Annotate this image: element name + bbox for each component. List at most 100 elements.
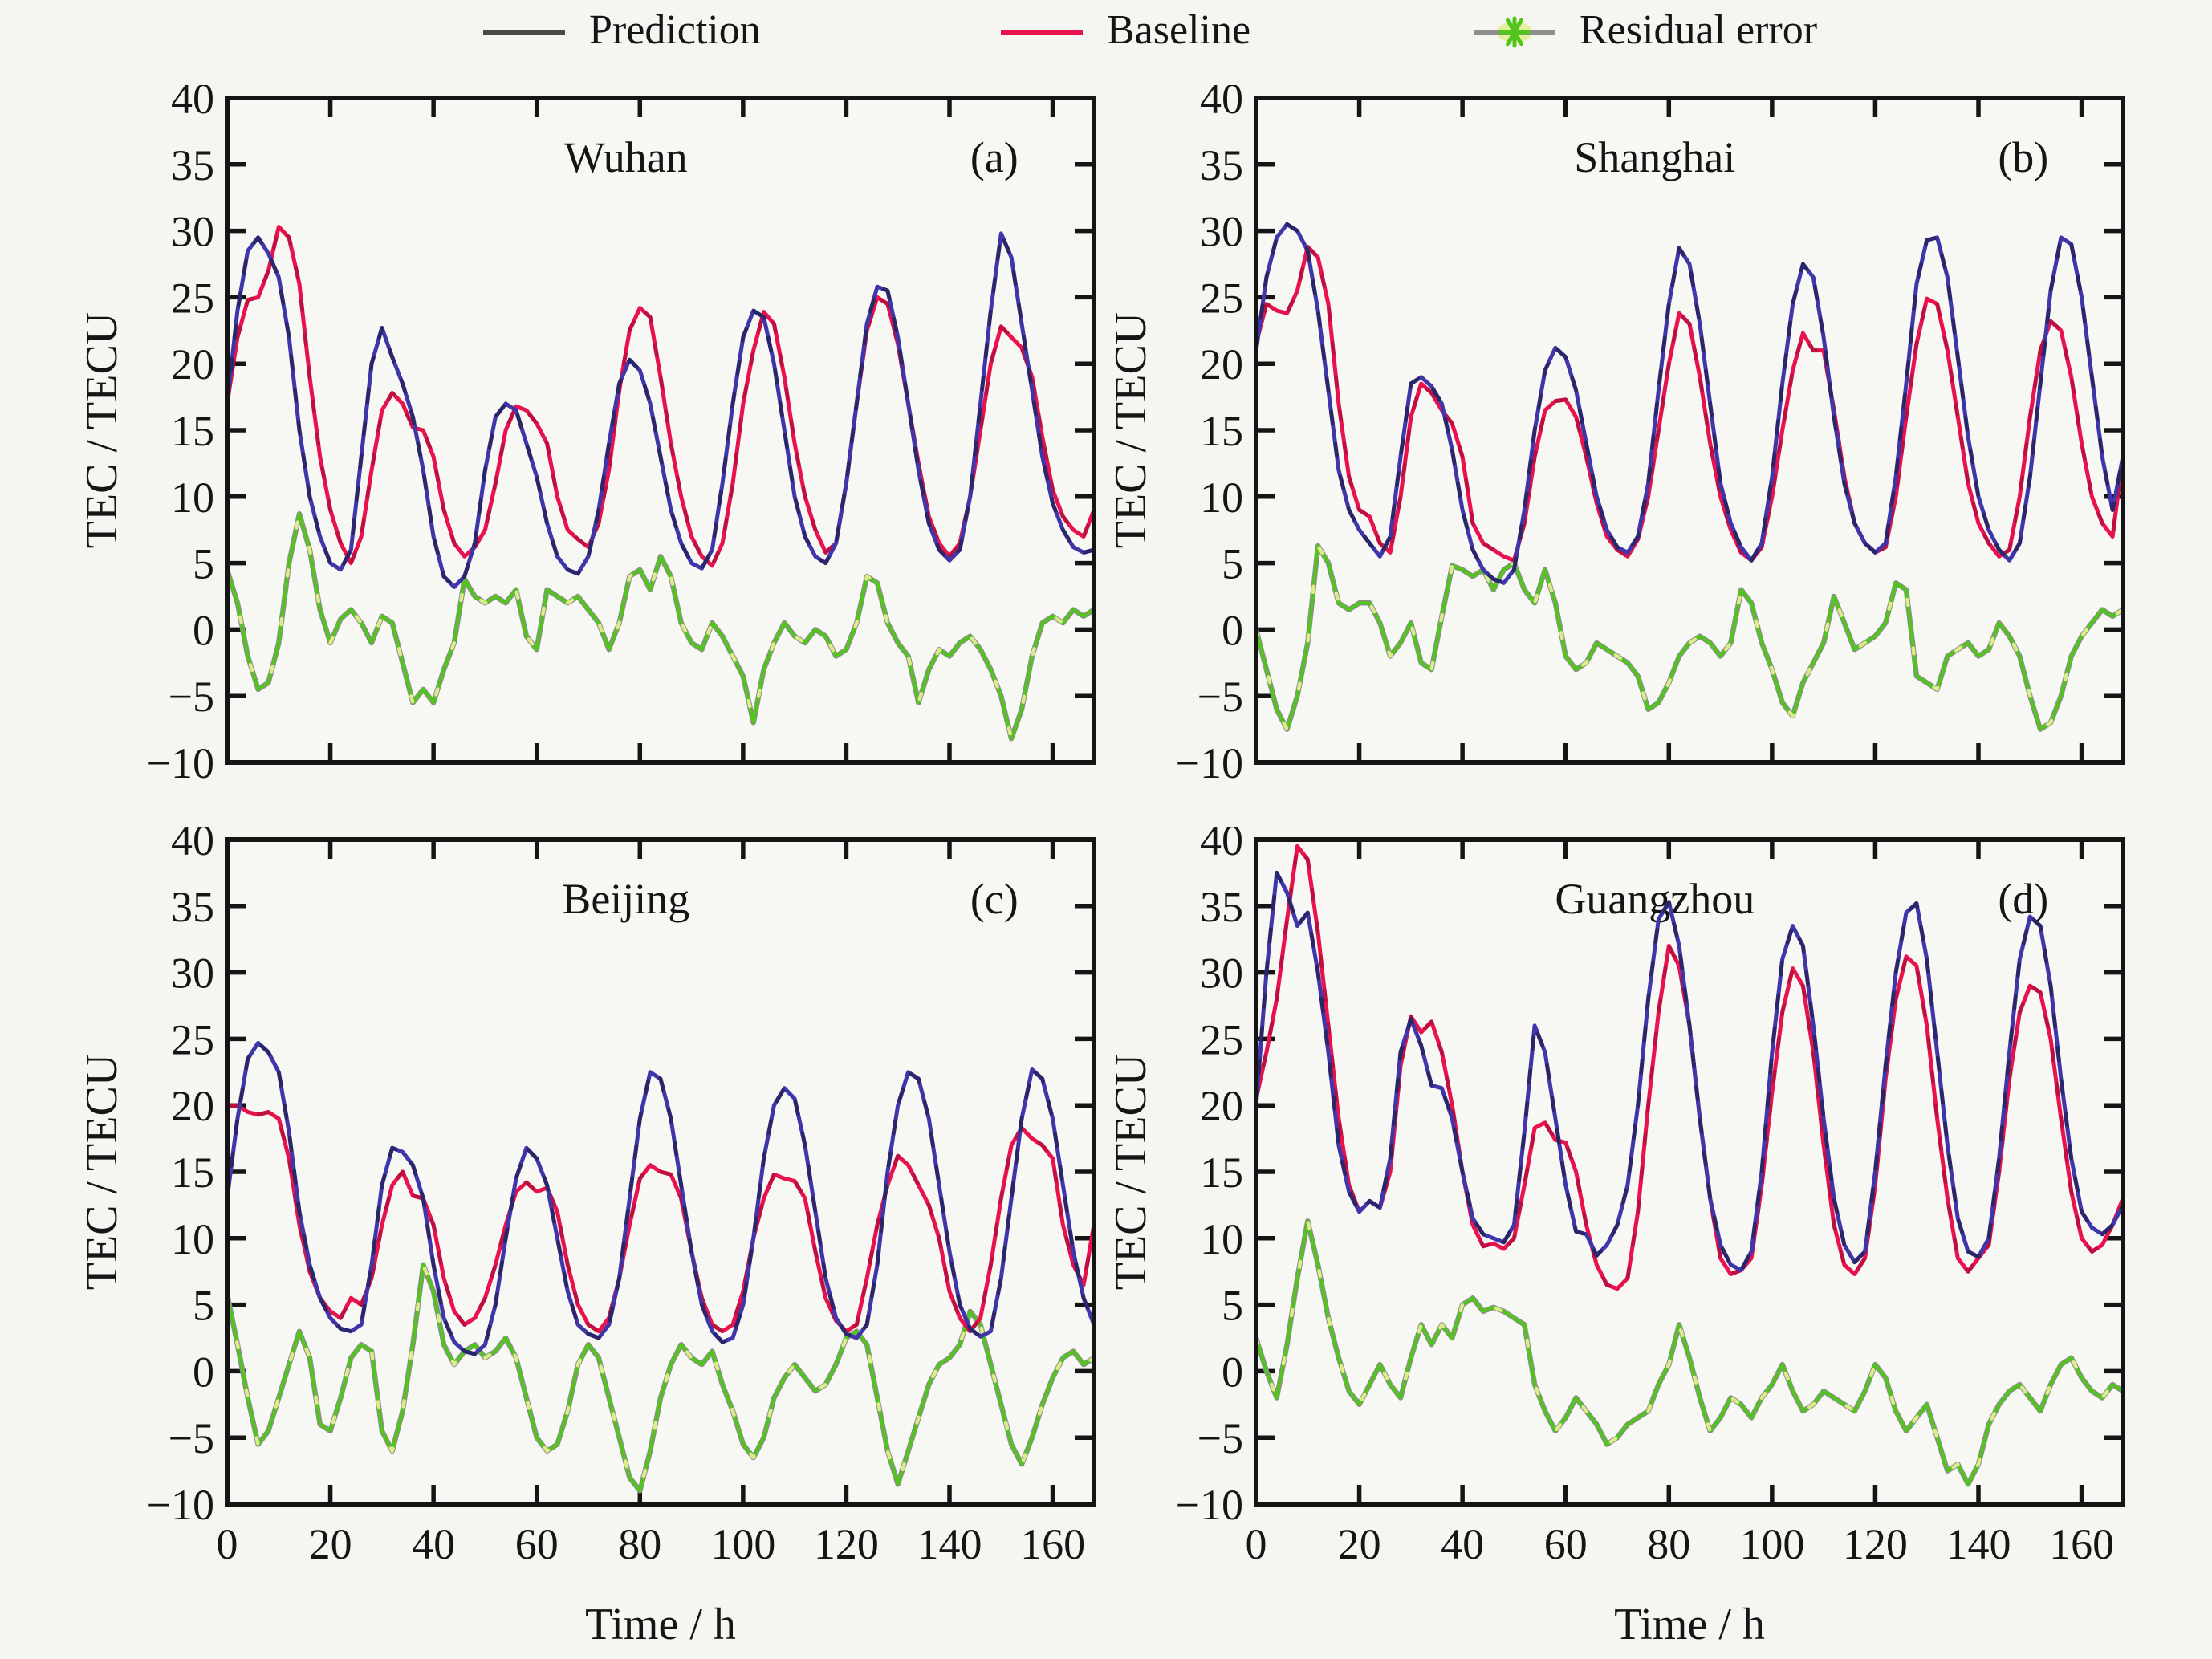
y-tick-label: 20 bbox=[1200, 340, 1243, 388]
x-tick-label: 20 bbox=[1338, 1520, 1381, 1568]
y-tick-label: 30 bbox=[171, 208, 214, 256]
y-tick-label: 20 bbox=[1200, 1082, 1243, 1130]
legend-item-baseline: Baseline bbox=[998, 6, 1250, 54]
baseline-line-swatch bbox=[1001, 29, 1083, 35]
y-tick-label: 15 bbox=[1200, 407, 1243, 455]
x-tick-label: 140 bbox=[1946, 1520, 2011, 1568]
x-tick-label: 100 bbox=[1739, 1520, 1804, 1568]
residual-error-line bbox=[1256, 1218, 2123, 1487]
axis-ticks bbox=[227, 837, 1094, 1507]
y-tick-label: −5 bbox=[169, 1414, 214, 1462]
x-tick-label: 40 bbox=[412, 1520, 455, 1568]
x-tick-label: 100 bbox=[710, 1520, 775, 1568]
y-tick-label: 35 bbox=[1200, 883, 1243, 931]
y-tick-label: 15 bbox=[1200, 1149, 1243, 1197]
y-tick-label: 40 bbox=[1200, 85, 1243, 123]
y-tick-label: −5 bbox=[1197, 673, 1243, 721]
y-tick-label: 10 bbox=[171, 1215, 214, 1263]
station-label: Shanghai bbox=[1574, 133, 1735, 181]
prediction-line bbox=[1256, 870, 2123, 1272]
legend-label-residual: Residual error bbox=[1580, 7, 1818, 53]
y-tick-label: 0 bbox=[1222, 606, 1243, 654]
y-tick-label: 40 bbox=[1200, 827, 1243, 864]
x-tick-label: 0 bbox=[217, 1520, 238, 1568]
y-tick-label: 40 bbox=[171, 827, 214, 864]
y-tick-label: 15 bbox=[171, 1149, 214, 1197]
plot-area bbox=[227, 98, 1094, 762]
legend-item-prediction: Prediction bbox=[480, 6, 761, 54]
residual-error-line bbox=[227, 1262, 1094, 1494]
x-tick-label: 60 bbox=[515, 1520, 559, 1568]
baseline-line bbox=[227, 225, 1094, 568]
x-tick-label: 20 bbox=[309, 1520, 352, 1568]
prediction-line-swatch bbox=[483, 29, 565, 35]
x-tick-label: 40 bbox=[1441, 1520, 1484, 1568]
plot-frame bbox=[1254, 96, 2125, 765]
y-tick-label: −10 bbox=[147, 739, 214, 787]
y-tick-label: −5 bbox=[1197, 1414, 1243, 1462]
residual-error-line bbox=[1256, 543, 2123, 732]
y-tick-label: 20 bbox=[171, 340, 214, 388]
x-tick-label: 80 bbox=[1647, 1520, 1690, 1568]
panel-letter: (b) bbox=[1998, 133, 2048, 181]
station-label: Wuhan bbox=[564, 133, 688, 181]
y-tick-label: 35 bbox=[171, 141, 214, 189]
chart-panel-shanghai: 40 35 30 25 20 15 10 5 0 −5 −10 TEC / TECU Shanghai (… bbox=[1106, 85, 2125, 787]
x-tick-label: 60 bbox=[1544, 1520, 1588, 1568]
x-axis-title: Time / h bbox=[1614, 1600, 1765, 1645]
baseline-line bbox=[1256, 844, 2123, 1291]
legend-item-residual: Residual error bbox=[1470, 6, 1817, 54]
y-tick-label: 15 bbox=[171, 407, 214, 455]
y-tick-label: 5 bbox=[1222, 1282, 1243, 1330]
axis-ticks bbox=[227, 96, 1094, 765]
plot-frame bbox=[225, 96, 1096, 765]
x-tick-label: 0 bbox=[1246, 1520, 1267, 1568]
y-tick-label: 10 bbox=[1200, 474, 1243, 522]
y-axis-title: TEC / TECU bbox=[1106, 1054, 1156, 1291]
baseline-line bbox=[1256, 245, 2123, 563]
y-tick-label: 20 bbox=[171, 1082, 214, 1130]
y-tick-label: −10 bbox=[147, 1481, 214, 1529]
prediction-line bbox=[1256, 222, 2123, 585]
y-tick-label: 35 bbox=[171, 883, 214, 931]
y-tick-label: 0 bbox=[193, 606, 214, 654]
y-tick-label: 25 bbox=[1200, 274, 1243, 322]
legend-label-baseline: Baseline bbox=[1107, 7, 1251, 53]
y-tick-label: 25 bbox=[171, 274, 214, 322]
panel-letter: (c) bbox=[970, 875, 1019, 923]
x-tick-label: 160 bbox=[1020, 1520, 1085, 1568]
prediction-line bbox=[227, 1040, 1094, 1356]
legend-label-prediction: Prediction bbox=[589, 7, 761, 53]
y-tick-label: 10 bbox=[1200, 1215, 1243, 1263]
axis-ticks bbox=[1256, 837, 2123, 1507]
y-tick-label: 30 bbox=[1200, 208, 1243, 256]
y-tick-label: 5 bbox=[193, 540, 214, 588]
y-tick-label: 10 bbox=[171, 474, 214, 522]
x-tick-label: 80 bbox=[618, 1520, 661, 1568]
y-tick-label: −10 bbox=[1176, 1481, 1243, 1529]
baseline-line bbox=[227, 1103, 1094, 1334]
y-tick-label: 40 bbox=[171, 85, 214, 123]
y-tick-label: −5 bbox=[169, 673, 214, 721]
y-tick-label: 25 bbox=[1200, 1015, 1243, 1063]
plot-area bbox=[1256, 840, 2123, 1504]
y-axis-title: TEC / TECU bbox=[77, 312, 127, 549]
y-tick-label: −10 bbox=[1176, 739, 1243, 787]
axis-ticks bbox=[1256, 96, 2123, 765]
station-label: Guangzhou bbox=[1555, 875, 1755, 923]
residual-star-swatch bbox=[1474, 16, 1555, 47]
y-tick-label: 30 bbox=[1200, 949, 1243, 998]
x-tick-label: 120 bbox=[1843, 1520, 1908, 1568]
plot-frame bbox=[225, 837, 1096, 1507]
y-tick-label: 0 bbox=[1222, 1348, 1243, 1396]
plot-area bbox=[227, 840, 1094, 1504]
x-axis-title: Time / h bbox=[585, 1600, 736, 1645]
y-tick-label: 5 bbox=[193, 1282, 214, 1330]
y-tick-label: 5 bbox=[1222, 540, 1243, 588]
y-tick-label: 0 bbox=[193, 1348, 214, 1396]
plot-frame bbox=[1254, 837, 2125, 1507]
y-tick-label: 30 bbox=[171, 949, 214, 998]
